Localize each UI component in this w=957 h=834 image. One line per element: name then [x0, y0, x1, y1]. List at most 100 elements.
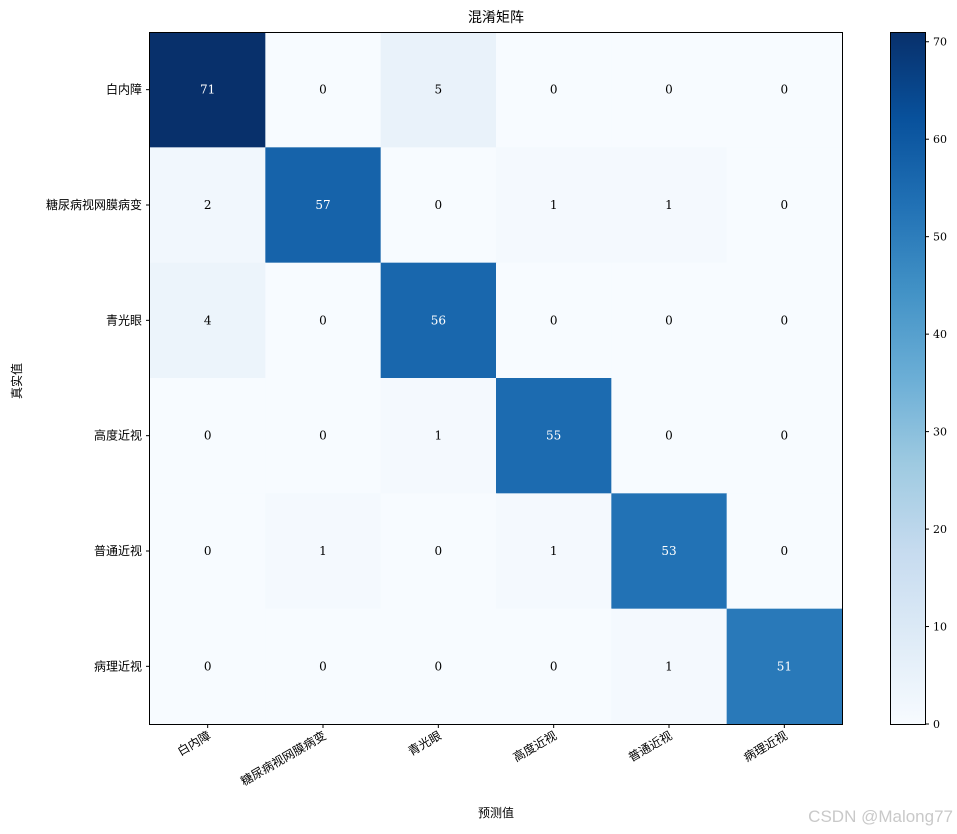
heatmap-cell: [380, 608, 497, 725]
x-tick-label: 白内障: [174, 728, 213, 759]
heatmap-cell: [611, 608, 728, 725]
cell-value-label: 0: [781, 83, 789, 97]
x-tick-label: 病理近视: [741, 728, 790, 765]
heatmap-cell: [150, 262, 266, 379]
colorbar-tick-label: 0: [933, 718, 940, 731]
y-tick-label: 普通近视: [94, 543, 142, 558]
cell-value-label: 0: [319, 429, 327, 443]
cell-value-label: 0: [781, 429, 789, 443]
cell-value-label: 5: [435, 83, 443, 97]
cell-value-label: 1: [665, 659, 673, 673]
watermark-text: CSDN @Malong77: [808, 807, 953, 826]
colorbar-tick-label: 50: [933, 231, 947, 244]
cell-value-label: 0: [665, 83, 673, 97]
cell-value-label: 71: [200, 83, 215, 97]
heatmap-cell: [150, 608, 266, 725]
cell-value-label: 1: [319, 544, 327, 558]
cell-value-label: 56: [431, 313, 446, 327]
colorbar: 0 10 20 30 40 50 60 70: [890, 32, 947, 731]
cell-value-label: 4: [204, 313, 212, 327]
cell-value-label: 0: [204, 429, 212, 443]
y-tick-label: 白内障: [106, 82, 142, 97]
x-tick-label: 高度近视: [510, 728, 559, 765]
cell-value-label: 0: [204, 659, 212, 673]
y-axis-label: 真实值: [9, 363, 24, 399]
cell-value-label: 55: [546, 429, 561, 443]
cell-value-label: 0: [435, 198, 443, 212]
cell-value-label: 0: [781, 544, 789, 558]
x-tick-label: 普通近视: [625, 728, 674, 765]
heatmap-cell: [150, 378, 266, 494]
heatmap-cells: [150, 32, 843, 725]
plot-frame: [149, 32, 843, 725]
heatmap-cell: [726, 32, 843, 148]
heatmap-cell: [726, 262, 843, 379]
heatmap-cell: [611, 32, 728, 148]
heatmap-cell: [265, 147, 382, 264]
heatmap-cell: [265, 262, 382, 379]
x-axis-label: 预测值: [478, 805, 514, 820]
heatmap-cell: [726, 493, 843, 610]
cell-value-label: 53: [661, 544, 676, 558]
cell-value-label: 0: [204, 544, 212, 558]
cell-value-label: 0: [550, 83, 558, 97]
x-tick-label: 青光眼: [406, 728, 444, 758]
y-tick-label: 高度近视: [94, 428, 142, 443]
heatmap-cell: [380, 32, 497, 148]
cell-value-label: 0: [665, 429, 673, 443]
cell-value-label: 1: [550, 544, 558, 558]
colorbar-tick-label: 10: [933, 621, 947, 634]
heatmap-cell: [380, 147, 497, 264]
colorbar-frame: [890, 32, 926, 725]
cell-value-label: 0: [665, 313, 673, 327]
heatmap-cell-labels: 71 0 5 0 0 0 2 57 0 1 1 0 4 0 56 0 0 0 0 0 1 55 0 0 0 1 0 1 53 0 0 0 0 0 1…: [200, 83, 792, 674]
cell-value-label: 51: [777, 659, 792, 673]
x-tick-label: 糖尿病视网膜病变: [238, 728, 329, 789]
y-tick-label: 青光眼: [106, 313, 142, 327]
cell-value-label: 2: [204, 198, 212, 212]
heatmap-cell: [496, 493, 612, 610]
y-tick-label: 病理近视: [94, 658, 142, 673]
heatmap-cell: [611, 378, 728, 494]
heatmap-cell: [150, 493, 266, 610]
heatmap-cell: [611, 147, 728, 264]
heatmap-cell: [150, 32, 266, 148]
cell-value-label: 0: [781, 198, 789, 212]
cell-value-label: 0: [550, 313, 558, 327]
cell-value-label: 1: [665, 198, 673, 212]
cell-value-label: 0: [319, 313, 327, 327]
colorbar-tick-label: 30: [933, 426, 947, 439]
colorbar-tick-label: 40: [933, 328, 947, 341]
heatmap-cell: [265, 32, 382, 148]
cell-value-label: 57: [315, 198, 330, 212]
cell-value-label: 0: [435, 659, 443, 673]
heatmap-cell: [150, 147, 266, 264]
colorbar-tick-label: 70: [933, 36, 947, 49]
heatmap-cell: [611, 493, 728, 610]
chart-title: 混淆矩阵: [468, 10, 524, 26]
heatmap-cell: [496, 262, 612, 379]
cell-value-label: 0: [319, 83, 327, 97]
colorbar-ticks: 0 10 20 30 40 50 60 70: [925, 36, 947, 731]
heatmap-cell: [380, 262, 497, 379]
heatmap-cell: [496, 32, 612, 148]
cell-value-label: 0: [319, 659, 327, 673]
heatmap-cell: [265, 493, 382, 610]
colorbar-tick-label: 60: [933, 133, 947, 146]
heatmap-cell: [726, 608, 843, 725]
heatmap-cell: [265, 608, 382, 725]
x-axis-ticks: 白内障 糖尿病视网膜病变 青光眼 高度近视 普通近视 病理近视: [174, 724, 790, 789]
cell-value-label: 1: [435, 429, 443, 443]
heatmap-cell: [380, 378, 497, 494]
cell-value-label: 1: [550, 198, 558, 212]
cell-value-label: 0: [435, 544, 443, 558]
heatmap-cell: [265, 378, 382, 494]
heatmap-cell: [496, 608, 612, 725]
heatmap-cell: [380, 493, 497, 610]
heatmap-cell: [496, 147, 612, 264]
colorbar-gradient: [890, 32, 925, 724]
y-tick-label: 糖尿病视网膜病变: [46, 197, 142, 212]
